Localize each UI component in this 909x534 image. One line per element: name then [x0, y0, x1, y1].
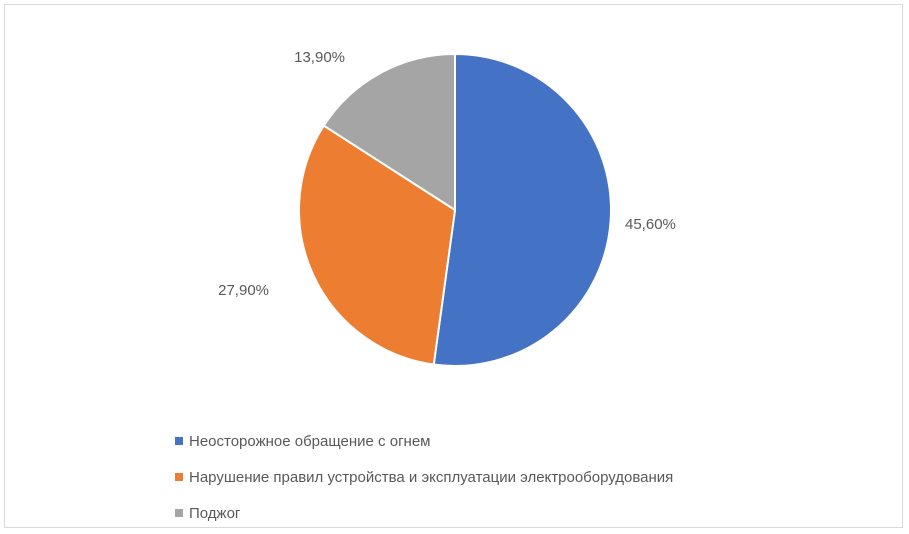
data-label: 27,90% — [218, 282, 269, 299]
legend-item: Неосторожное обращение с огнем — [175, 423, 875, 459]
legend-swatch — [175, 473, 183, 481]
data-label: 45,60% — [625, 216, 676, 233]
legend: Неосторожное обращение с огнем Нарушение… — [175, 423, 875, 531]
legend-item: Нарушение правил устройства и эксплуатац… — [175, 459, 875, 495]
legend-label: Неосторожное обращение с огнем — [189, 432, 431, 450]
legend-swatch — [175, 509, 183, 517]
pie-chart: 45,60% 27,90% 13,90% — [218, 49, 676, 367]
pie-slice — [432, 52, 612, 367]
legend-item: Поджог — [175, 495, 875, 531]
chart-frame: 45,60% 27,90% 13,90% Неосторожное обращени… — [4, 4, 903, 528]
pie-slice — [322, 52, 456, 212]
legend-swatch — [175, 437, 183, 445]
legend-label: Поджог — [189, 504, 241, 522]
data-label: 13,90% — [294, 49, 345, 66]
legend-label: Нарушение правил устройства и эксплуатац… — [189, 468, 674, 486]
